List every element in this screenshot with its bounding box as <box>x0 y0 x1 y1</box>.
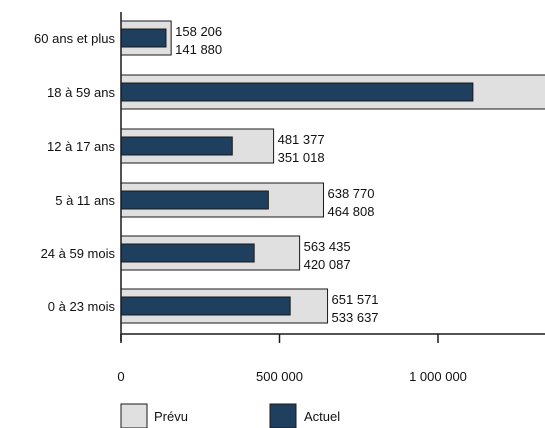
legend-swatch-prevu <box>120 403 148 428</box>
value-label-prevu-60-ans-et-plus: 158 206 <box>175 24 222 39</box>
value-label-prevu-5-11-ans: 638 770 <box>327 186 374 201</box>
value-labels: 158 206 141 880 481 377 351 018 638 770 464 8… <box>175 24 378 325</box>
value-label-actuel-5-11-ans: 464 808 <box>327 204 374 219</box>
bar-actuel-60-ans-et-plus <box>120 28 167 48</box>
category-label-60-ans-et-plus: 60 ans et plus <box>34 31 115 46</box>
bar-actuel-24-59-mois <box>120 243 255 263</box>
x-tick-label: 0 <box>117 369 124 384</box>
bar-actuel-5-11-ans <box>120 190 269 210</box>
value-label-actuel-0-23-mois: 533 637 <box>332 310 379 325</box>
category-label-0-23-mois: 0 à 23 mois <box>48 299 116 314</box>
series-prevu-bars <box>120 20 545 324</box>
category-label-5-11-ans: 5 à 11 ans <box>55 193 115 208</box>
series-actuel-bars <box>120 28 474 316</box>
category-label-18-59-ans: 18 à 59 ans <box>47 85 115 100</box>
legend-label-actuel: Actuel <box>304 409 340 424</box>
value-label-actuel-12-17-ans: 351 018 <box>278 150 325 165</box>
value-label-actuel-60-ans-et-plus: 141 880 <box>175 42 222 57</box>
legend: Prévu Actuel <box>120 403 340 428</box>
value-label-actuel-24-59-mois: 420 087 <box>304 257 351 272</box>
x-axis-ticks: 0 500 000 1 000 000 <box>117 334 467 384</box>
bar-actuel-0-23-mois <box>120 296 291 316</box>
x-tick-label: 500 000 <box>256 369 303 384</box>
category-label-24-59-mois: 24 à 59 mois <box>41 246 116 261</box>
value-label-prevu-12-17-ans: 481 377 <box>278 132 325 147</box>
legend-label-prevu: Prévu <box>154 409 188 424</box>
value-label-prevu-0-23-mois: 651 571 <box>332 292 379 307</box>
bar-actuel-18-59-ans <box>120 82 474 102</box>
legend-swatch-actuel <box>269 403 297 428</box>
x-tick-label: 1 000 000 <box>409 369 467 384</box>
category-label-12-17-ans: 12 à 17 ans <box>47 139 115 154</box>
value-label-prevu-24-59-mois: 563 435 <box>304 239 351 254</box>
bar-actuel-12-17-ans <box>120 136 233 156</box>
category-labels: 60 ans et plus 18 à 59 ans 12 à 17 ans 5 à … <box>34 31 115 314</box>
